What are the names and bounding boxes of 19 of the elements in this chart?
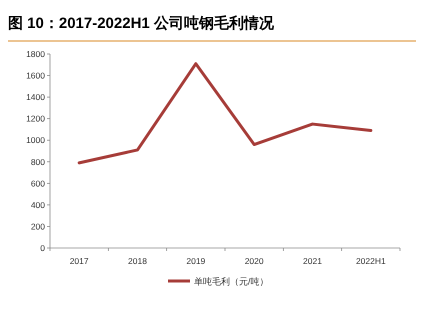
y-tick-label: 600	[30, 178, 46, 188]
y-tick-label: 1000	[26, 135, 46, 146]
x-tick-label: 2017	[70, 256, 89, 266]
x-tick-label: 2022H1	[356, 256, 386, 266]
x-tick-label: 2021	[303, 256, 322, 266]
x-tick-label: 2019	[186, 256, 206, 266]
y-tick-label: 1200	[26, 114, 46, 124]
legend-label: 单吨毛利（元/吨）	[194, 276, 269, 286]
x-tick-label: 2018	[128, 256, 148, 266]
y-tick-label: 800	[30, 156, 46, 167]
legend: 单吨毛利（元/吨）	[168, 276, 269, 286]
y-tick-label: 1400	[26, 92, 46, 102]
y-tick-label: 0	[40, 243, 46, 253]
chart-title: 图 10：2017-2022H1 公司吨钢毛利情况	[8, 15, 275, 32]
y-tick-label: 1800	[26, 49, 46, 59]
y-tick-label: 400	[30, 200, 46, 210]
x-tick-label: 2020	[244, 256, 264, 266]
y-tick-label: 200	[30, 221, 46, 232]
y-tick-label: 1600	[26, 70, 46, 81]
